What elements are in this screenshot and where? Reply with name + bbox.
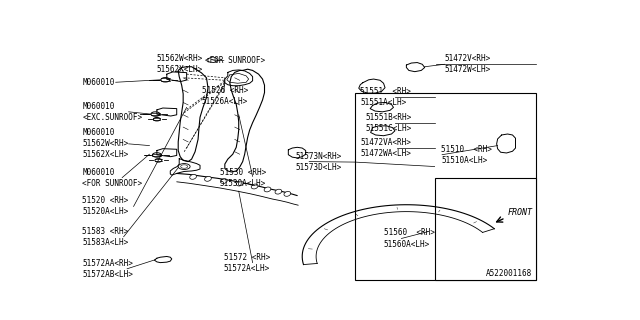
Text: M060010: M060010 — [83, 78, 115, 87]
Text: 51573N<RH>
51573D<LH>: 51573N<RH> 51573D<LH> — [296, 152, 342, 172]
Text: M060010
51562W<RH>
51562X<LH>: M060010 51562W<RH> 51562X<LH> — [83, 128, 129, 159]
Ellipse shape — [252, 184, 258, 189]
Text: 51472VA<RH>
51472WA<LH>: 51472VA<RH> 51472WA<LH> — [360, 138, 411, 158]
Text: A522001168: A522001168 — [486, 269, 532, 278]
Ellipse shape — [189, 174, 196, 179]
Text: 51562W<RH>
51562X<LH>: 51562W<RH> 51562X<LH> — [157, 54, 203, 74]
Text: 51510  <RH>
51510A<LH>: 51510 <RH> 51510A<LH> — [441, 145, 492, 165]
Text: 51572 <RH>
51572A<LH>: 51572 <RH> 51572A<LH> — [224, 252, 270, 273]
Text: 51472V<RH>
51472W<LH>: 51472V<RH> 51472W<LH> — [445, 54, 491, 74]
Bar — [435, 178, 536, 280]
Text: <FOR SUNROOF>: <FOR SUNROOF> — [205, 56, 266, 65]
Text: 51560  <RH>
51560A<LH>: 51560 <RH> 51560A<LH> — [383, 228, 435, 249]
Text: 51526 <RH>
51526A<LH>: 51526 <RH> 51526A<LH> — [202, 85, 248, 106]
Text: FRONT: FRONT — [508, 208, 532, 217]
Text: 51583 <RH>
51583A<LH>: 51583 <RH> 51583A<LH> — [83, 227, 129, 247]
Ellipse shape — [205, 176, 211, 181]
Ellipse shape — [275, 189, 282, 194]
Text: M060010
<FOR SUNROOF>: M060010 <FOR SUNROOF> — [83, 168, 143, 188]
Text: M060010
<EXC.SUNROOF>: M060010 <EXC.SUNROOF> — [83, 102, 143, 122]
Text: 51572AA<RH>
51572AB<LH>: 51572AA<RH> 51572AB<LH> — [83, 259, 133, 279]
Text: 51520 <RH>
51520A<LH>: 51520 <RH> 51520A<LH> — [83, 196, 129, 217]
Text: 51551  <RH>
51551A<LH>: 51551 <RH> 51551A<LH> — [360, 87, 411, 107]
Ellipse shape — [236, 181, 243, 186]
Text: 51551B<RH>
51551C<LH>: 51551B<RH> 51551C<LH> — [365, 113, 412, 133]
Ellipse shape — [284, 191, 291, 196]
Ellipse shape — [220, 179, 227, 183]
Bar — [355, 92, 536, 280]
Text: 51530 <RH>
51530A<LH>: 51530 <RH> 51530A<LH> — [220, 168, 266, 188]
Ellipse shape — [264, 187, 271, 192]
